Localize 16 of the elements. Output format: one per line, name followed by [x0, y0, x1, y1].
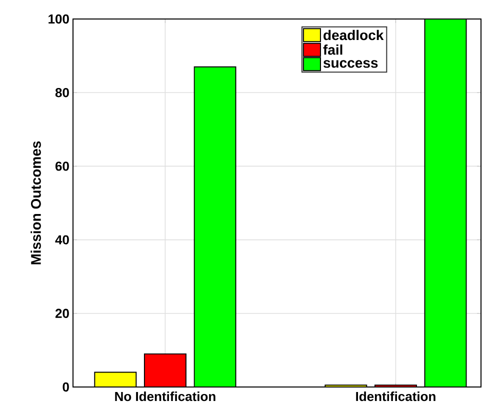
y-axis-title: Mission Outcomes	[30, 141, 41, 264]
bar	[94, 372, 137, 387]
y-tick-label: 0	[62, 382, 69, 392]
legend-label: fail	[323, 44, 342, 55]
bar	[194, 66, 236, 387]
x-tick-label: Identification	[356, 392, 436, 402]
y-tick-label: 40	[55, 235, 69, 244]
legend-label: success	[323, 60, 378, 68]
y-tick-label: 60	[55, 162, 69, 171]
y-tick-label: 20	[55, 308, 69, 318]
bar	[144, 353, 186, 387]
bar	[424, 19, 467, 387]
x-tick-label: No Identification	[115, 392, 216, 402]
legend-label: deadlock	[324, 30, 384, 40]
y-tick-label: 80	[55, 88, 69, 98]
y-tick-label: 100	[48, 14, 69, 24]
